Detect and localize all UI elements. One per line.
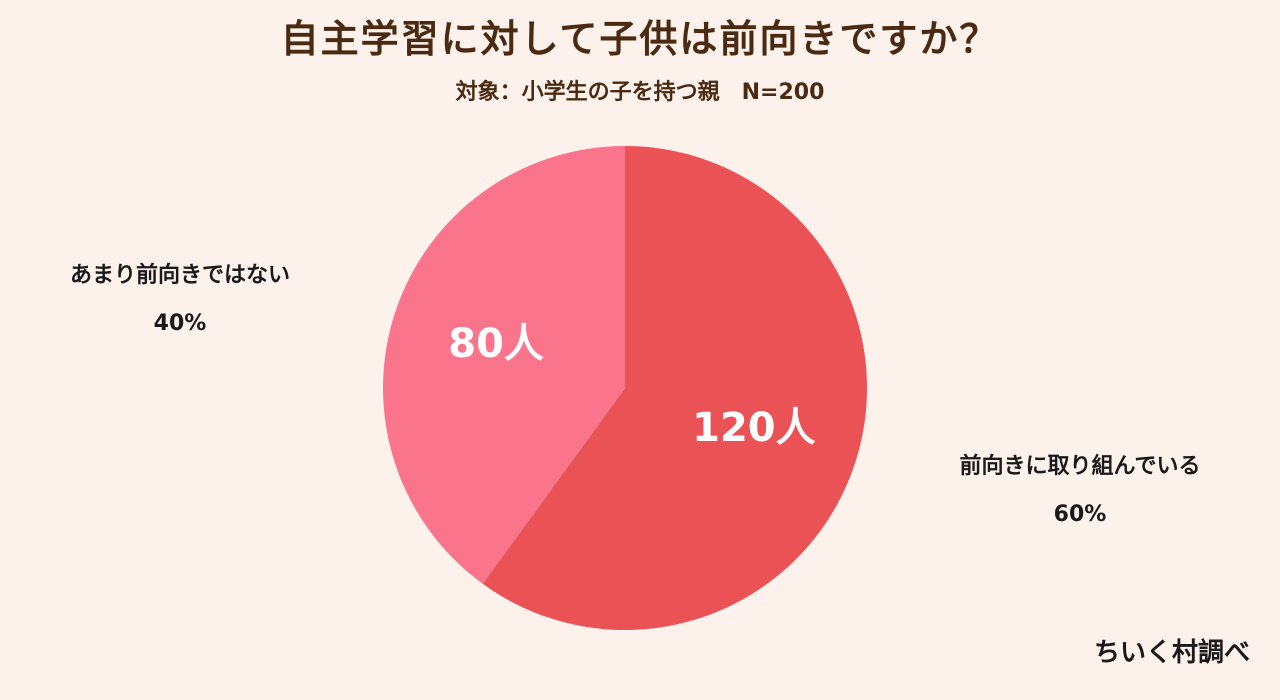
chart-subtitle: 対象：小学生の子を持つ親 N=200 xyxy=(455,80,825,105)
pie-slice-1 xyxy=(383,146,625,584)
slice-count-label-1: 80人 xyxy=(448,321,544,367)
source-credit: ちいく村調べ xyxy=(1093,638,1250,668)
slice-label-positive: 前向きに取り組んでいる 60% xyxy=(905,443,1255,539)
slice-label-text: あまり前向きではない xyxy=(69,263,290,288)
slice-label-text: 前向きに取り組んでいる xyxy=(959,454,1201,479)
chart-title: 自主学習に対して子供は前向きですか？ xyxy=(280,17,1000,61)
slice-count-label-0: 120人 xyxy=(692,405,816,451)
pie-slice-0 xyxy=(482,146,867,631)
slice-label-not-positive: あまり前向きではない 40% xyxy=(20,252,340,348)
slice-percent: 40% xyxy=(153,311,207,336)
slice-percent: 60% xyxy=(1053,502,1107,527)
